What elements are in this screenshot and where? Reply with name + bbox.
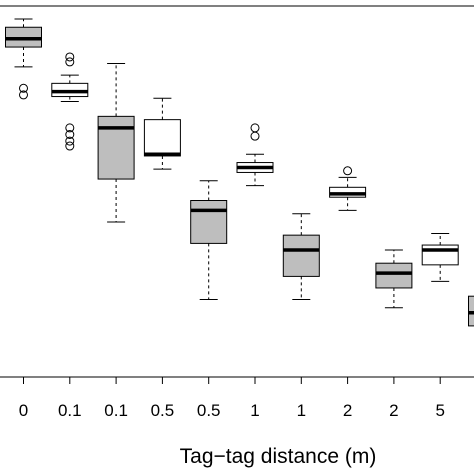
x-tick-label: 5	[435, 401, 444, 420]
x-tick-label: 0	[19, 401, 28, 420]
outlier-point	[250, 123, 260, 133]
box-iqr	[97, 115, 135, 180]
box-group	[468, 295, 474, 327]
x-tick-label: 0.1	[104, 401, 128, 420]
outlier-point	[65, 130, 75, 139]
outlier-point	[65, 52, 75, 62]
box-iqr	[282, 234, 320, 277]
outlier-point	[19, 83, 28, 93]
box-group	[329, 166, 367, 211]
box-group	[282, 213, 320, 300]
box-group	[236, 123, 274, 187]
box-group	[375, 249, 413, 309]
x-axis-label: Tag−tag distance (m)	[180, 445, 377, 468]
box-group	[190, 180, 228, 300]
x-tick-label: 0.5	[197, 401, 221, 420]
box-iqr	[190, 200, 228, 244]
x-tick-label: 2	[343, 401, 352, 420]
x-tick-label: 1	[250, 401, 259, 420]
outlier-point	[65, 136, 75, 146]
outlier-point	[343, 166, 353, 176]
box-group	[5, 18, 42, 100]
box-iqr	[143, 119, 181, 157]
box-iqr	[421, 244, 459, 266]
box-iqr	[375, 262, 413, 289]
outlier-point	[19, 90, 28, 100]
outlier-point	[65, 123, 75, 133]
x-tick-label: 0.1	[58, 401, 82, 420]
box-group	[421, 233, 459, 282]
x-tick-label: 2	[389, 401, 398, 420]
box-group	[143, 97, 181, 170]
x-tick-label: 0.5	[151, 401, 175, 420]
outlier-point	[65, 57, 75, 67]
box-group	[51, 52, 89, 151]
box-group	[97, 63, 135, 223]
outlier-point	[65, 141, 75, 151]
x-axis-ticks: 00.10.10.50.5112255	[19, 377, 445, 420]
boxes-layer	[5, 18, 474, 327]
outlier-point	[250, 131, 260, 141]
x-tick-label: 1	[297, 401, 306, 420]
